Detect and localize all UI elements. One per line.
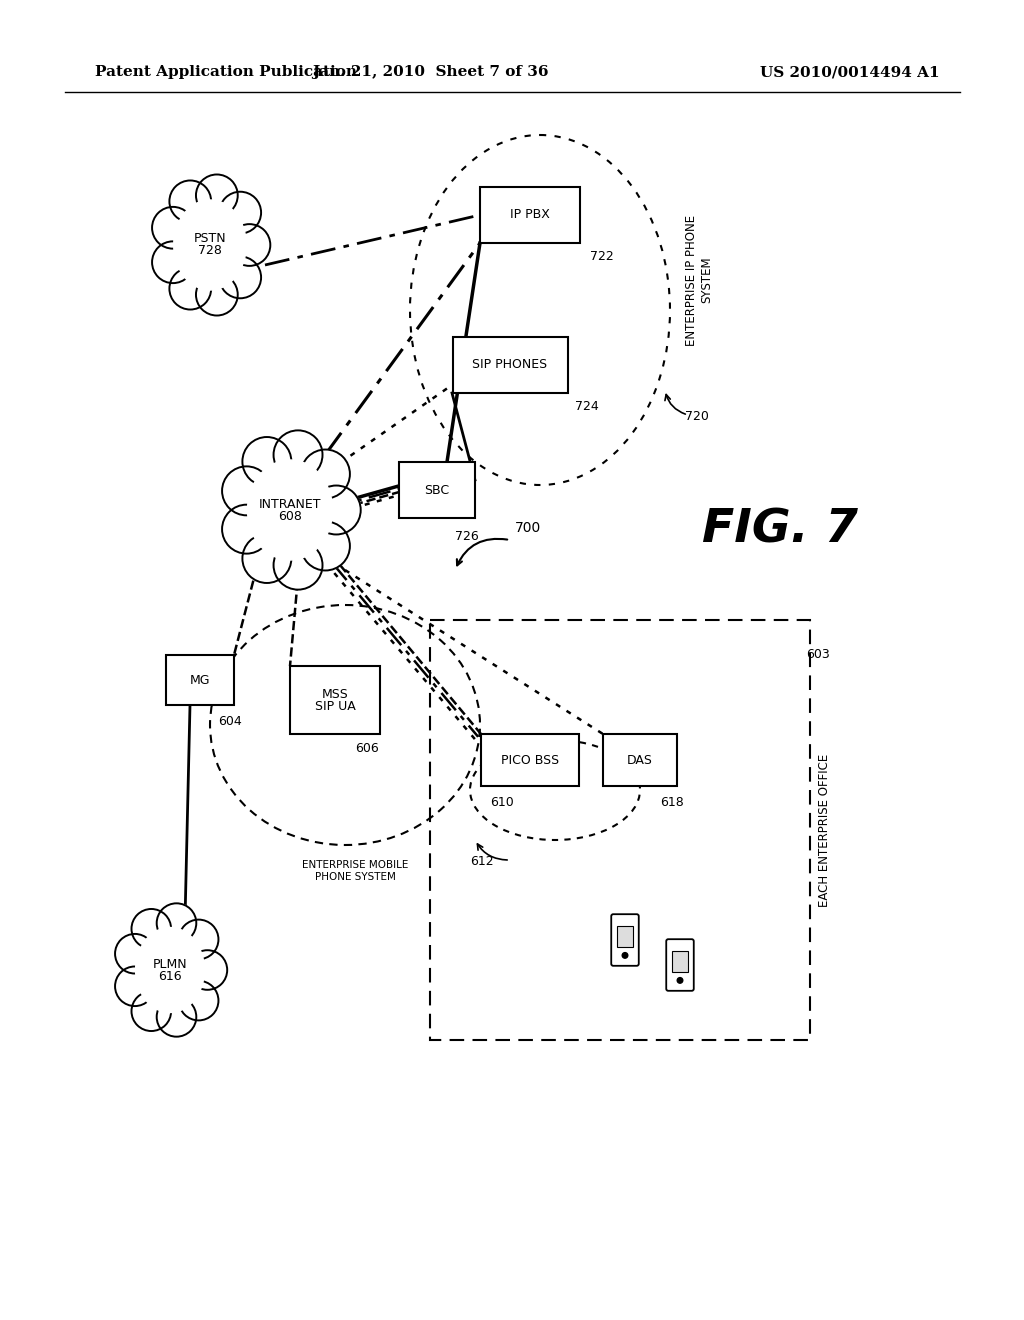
Circle shape [219, 256, 261, 298]
Text: 604: 604 [218, 715, 242, 729]
Circle shape [179, 981, 218, 1020]
Circle shape [131, 909, 171, 949]
Text: 724: 724 [575, 400, 599, 413]
Text: FIG. 7: FIG. 7 [702, 507, 858, 553]
Circle shape [157, 903, 197, 942]
Text: ENTERPRISE IP PHONE
SYSTEM: ENTERPRISE IP PHONE SYSTEM [685, 214, 713, 346]
Ellipse shape [248, 459, 333, 560]
Circle shape [243, 437, 292, 486]
Text: DAS: DAS [627, 754, 653, 767]
FancyBboxPatch shape [481, 734, 579, 785]
Text: EACH ENTERPRISE OFFICE: EACH ENTERPRISE OFFICE [818, 754, 831, 907]
Text: MSS: MSS [322, 688, 348, 701]
Circle shape [273, 430, 323, 479]
Text: 616: 616 [158, 969, 182, 982]
FancyBboxPatch shape [611, 915, 639, 966]
Circle shape [301, 450, 350, 499]
Circle shape [169, 268, 211, 309]
Circle shape [677, 978, 683, 983]
Circle shape [196, 273, 238, 315]
Circle shape [222, 466, 271, 515]
Text: 610: 610 [490, 796, 514, 809]
Text: 722: 722 [590, 249, 613, 263]
FancyBboxPatch shape [453, 337, 567, 393]
FancyBboxPatch shape [617, 927, 633, 946]
Text: 608: 608 [279, 510, 302, 523]
Circle shape [311, 486, 360, 535]
Text: IP PBX: IP PBX [510, 209, 550, 222]
Circle shape [248, 467, 332, 552]
Text: ENTERPRISE MOBILE
PHONE SYSTEM: ENTERPRISE MOBILE PHONE SYSTEM [302, 861, 409, 882]
Circle shape [196, 174, 238, 216]
Circle shape [228, 224, 270, 265]
FancyBboxPatch shape [399, 462, 475, 517]
Text: INTRANET: INTRANET [259, 498, 322, 511]
Circle shape [187, 950, 227, 990]
Circle shape [179, 920, 218, 960]
FancyBboxPatch shape [480, 187, 580, 243]
FancyBboxPatch shape [290, 667, 380, 734]
Text: PLMN: PLMN [153, 957, 187, 970]
Circle shape [152, 242, 194, 282]
Text: 728: 728 [198, 244, 222, 257]
Text: Jan. 21, 2010  Sheet 7 of 36: Jan. 21, 2010 Sheet 7 of 36 [311, 65, 548, 79]
Circle shape [243, 535, 292, 583]
Circle shape [152, 207, 194, 248]
Circle shape [222, 504, 271, 553]
Circle shape [131, 991, 171, 1031]
Ellipse shape [174, 201, 246, 290]
Circle shape [157, 997, 197, 1036]
Circle shape [174, 209, 246, 281]
Text: US 2010/0014494 A1: US 2010/0014494 A1 [761, 65, 940, 79]
Text: 700: 700 [515, 521, 542, 535]
Circle shape [136, 936, 204, 1005]
FancyBboxPatch shape [166, 655, 234, 705]
Circle shape [219, 191, 261, 234]
Text: SIP UA: SIP UA [314, 700, 355, 713]
Text: MG: MG [189, 673, 210, 686]
Text: 618: 618 [660, 796, 684, 809]
Circle shape [115, 935, 155, 974]
Text: Patent Application Publication: Patent Application Publication [95, 65, 357, 79]
Circle shape [623, 953, 628, 958]
FancyBboxPatch shape [667, 940, 694, 991]
Text: 603: 603 [806, 648, 829, 661]
Text: PSTN: PSTN [194, 232, 226, 246]
Circle shape [301, 521, 350, 570]
Text: 612: 612 [470, 855, 494, 869]
Circle shape [169, 181, 211, 222]
Text: 720: 720 [685, 411, 709, 422]
Text: 606: 606 [355, 742, 379, 755]
FancyBboxPatch shape [603, 734, 677, 785]
Ellipse shape [135, 928, 205, 1012]
Text: SBC: SBC [424, 483, 450, 496]
Text: 726: 726 [455, 531, 479, 543]
Circle shape [115, 966, 155, 1006]
Text: PICO BSS: PICO BSS [501, 754, 559, 767]
Text: SIP PHONES: SIP PHONES [472, 359, 548, 371]
FancyBboxPatch shape [672, 950, 688, 972]
Circle shape [273, 541, 323, 590]
